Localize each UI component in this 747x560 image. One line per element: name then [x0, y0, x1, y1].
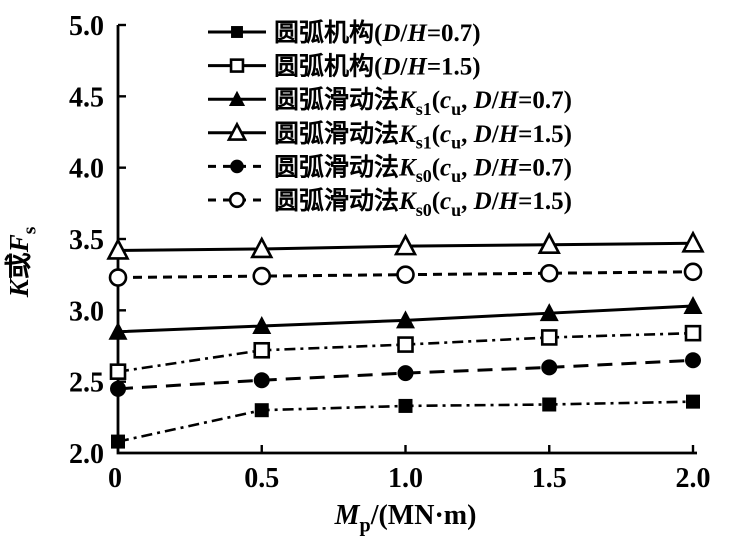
marker-square-open-icon — [229, 58, 245, 73]
x-tick-label: 0 — [108, 463, 122, 494]
marker-square-filled-icon — [398, 398, 413, 413]
y-tick-label: 3.5 — [69, 225, 104, 256]
marker-square-open-icon — [684, 324, 702, 342]
marker-circle-filled-icon — [253, 372, 270, 389]
marker-triangle-filled-icon — [252, 316, 272, 335]
series-6 — [108, 262, 703, 287]
marker-circle-open-icon — [108, 268, 128, 287]
series-2 — [109, 324, 702, 380]
x-tick-label: 2.0 — [676, 463, 711, 494]
legend-label: 圆弧机构(D/H=0.7) — [274, 19, 481, 47]
marker-triangle-filled-icon — [228, 90, 246, 106]
marker-circle-filled-icon — [230, 159, 244, 174]
marker-circle-open-icon — [228, 191, 246, 209]
marker-triangle-filled-icon — [396, 310, 415, 329]
marker-triangle-filled-icon — [108, 321, 128, 340]
y-tick-label: 2.5 — [69, 368, 104, 399]
marker-triangle-open-icon — [226, 121, 248, 141]
legend-item-4: 圆弧滑动法Ks1(cu, D/H=1.5) — [208, 120, 572, 153]
y-tick-label: 5.0 — [69, 11, 104, 42]
legend-label: 圆弧滑动法Ks0(cu, D/H=0.7) — [274, 153, 572, 186]
series-3 — [108, 296, 703, 340]
legend-item-1: 圆弧机构(D/H=0.7) — [208, 19, 481, 47]
series-5 — [110, 352, 701, 397]
x-tick-label: 1.5 — [532, 463, 567, 494]
marker-square-filled-icon — [686, 394, 700, 409]
marker-circle-filled-icon — [541, 359, 558, 376]
marker-circle-filled-icon — [397, 365, 414, 382]
x-tick-label: 1.0 — [388, 463, 423, 494]
legend-label: 圆弧滑动法Ks0(cu, D/H=1.5) — [274, 187, 572, 220]
y-tick-label: 2.0 — [69, 439, 104, 470]
marker-square-filled-icon — [231, 26, 243, 38]
marker-triangle-open-icon — [106, 237, 130, 260]
marker-square-open-icon — [253, 341, 271, 359]
legend-item-5: 圆弧滑动法Ks0(cu, D/H=0.7) — [208, 153, 572, 186]
series-4 — [106, 230, 705, 260]
y-tick-label: 4.5 — [69, 82, 104, 113]
legend-label: 圆弧机构(D/H=1.5) — [274, 53, 481, 81]
y-tick-label: 4.0 — [69, 154, 104, 185]
marker-triangle-open-icon — [393, 233, 418, 256]
marker-triangle-open-icon — [681, 230, 705, 253]
x-tick-label: 0.5 — [244, 463, 279, 494]
marker-square-filled-icon — [542, 397, 557, 412]
legend: 圆弧机构(D/H=0.7) 圆弧机构(D/H=1.5) 圆弧滑动法Ks1(cu, D… — [208, 19, 572, 220]
marker-circle-open-icon — [683, 262, 703, 282]
marker-square-open-icon — [109, 363, 127, 380]
y-tick-label: 3.0 — [69, 296, 104, 327]
marker-circle-open-icon — [539, 263, 559, 283]
legend-label: 圆弧滑动法Ks1(cu, D/H=0.7) — [274, 86, 572, 119]
marker-triangle-filled-icon — [683, 296, 703, 315]
series-1 — [111, 394, 700, 449]
legend-item-6: 圆弧滑动法Ks0(cu, D/H=1.5) — [208, 187, 572, 220]
marker-square-filled-icon — [111, 434, 125, 449]
marker-square-open-icon — [397, 336, 414, 353]
axes: 2.0 2.5 3.0 3.5 4.0 4.5 5.0 0 0.5 1.0 1.5 2.0 — [69, 11, 711, 494]
legend-item-3: 圆弧滑动法Ks1(cu, D/H=0.7) — [208, 86, 572, 119]
marker-triangle-open-icon — [250, 236, 274, 259]
y-axis-title: K或Fs — [4, 226, 40, 298]
series-line — [117, 358, 694, 391]
marker-square-open-icon — [540, 329, 558, 346]
marker-square-filled-icon — [254, 403, 269, 418]
marker-circle-open-icon — [252, 266, 272, 286]
y-axis-title-group: K或Fs — [4, 226, 40, 298]
marker-triangle-open-icon — [537, 231, 561, 255]
x-axis-title: Mp/(MN·m) — [334, 500, 477, 537]
marker-circle-filled-icon — [685, 352, 701, 369]
marker-circle-open-icon — [396, 265, 415, 284]
marker-triangle-filled-icon — [539, 303, 559, 322]
legend-label: 圆弧滑动法Ks1(cu, D/H=1.5) — [274, 120, 572, 153]
marker-circle-filled-icon — [110, 380, 126, 397]
legend-item-2: 圆弧机构(D/H=1.5) — [208, 53, 481, 81]
